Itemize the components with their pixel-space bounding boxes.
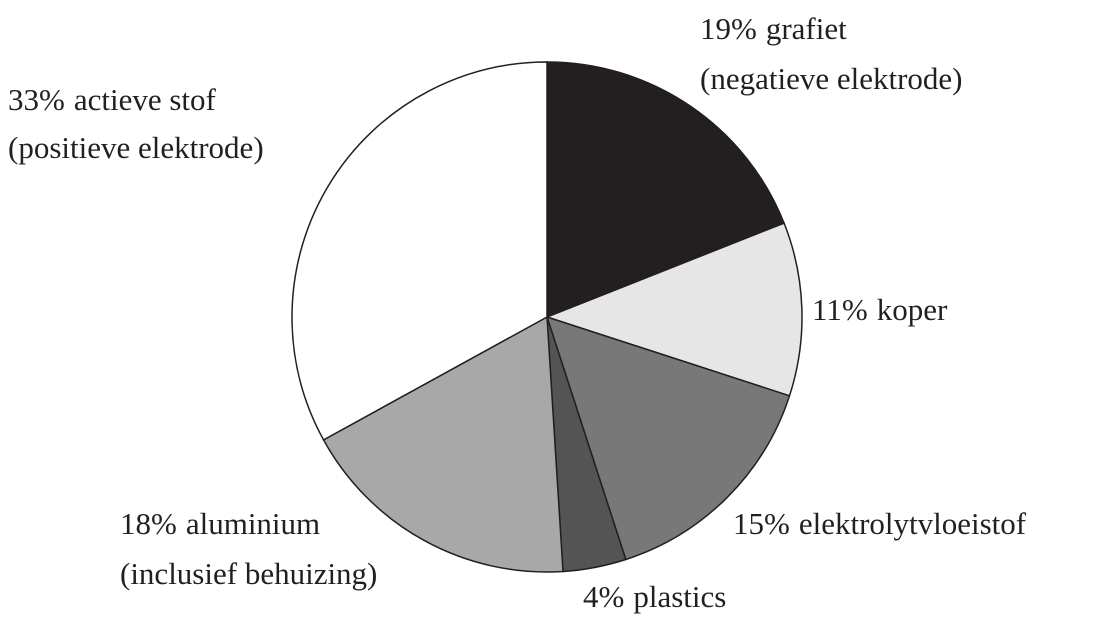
category-label: grafiet [766, 11, 847, 46]
slice-label: 15% elektrolytvloeistof [733, 506, 1027, 541]
value-label: 33% [8, 82, 65, 117]
slice-label: 19% grafiet (negatieve elektrode) [700, 11, 963, 96]
slice-label: 33% actieve stof (positieve elektrode) [8, 82, 264, 165]
slice-label: 11% koper [812, 292, 948, 327]
category-label: koper [877, 292, 948, 327]
category-label: (inclusief behuizing) [120, 556, 377, 591]
category-label: (positieve elektrode) [8, 130, 264, 165]
category-label: plastics [633, 579, 726, 614]
value-label: 18% [120, 506, 177, 541]
slice-label: 18% aluminium (inclusief behuizing) [120, 506, 377, 591]
pie-slice [544, 222, 803, 397]
value-label: 4% [583, 579, 624, 614]
category-label: elektrolytvloeistof [799, 506, 1027, 541]
category-label: (negatieve elektrode) [700, 61, 963, 96]
value-label: 15% [733, 506, 790, 541]
pie-slice [546, 61, 786, 319]
category-label: aluminium [186, 506, 320, 541]
pie-slice [322, 315, 564, 573]
value-label: 19% [700, 11, 757, 46]
slice-label: 4% plastics [583, 579, 726, 614]
pie-slice [291, 61, 548, 441]
value-label: 11% [812, 292, 868, 327]
pie-slice [545, 315, 791, 561]
category-label: actieve stof [74, 82, 217, 117]
